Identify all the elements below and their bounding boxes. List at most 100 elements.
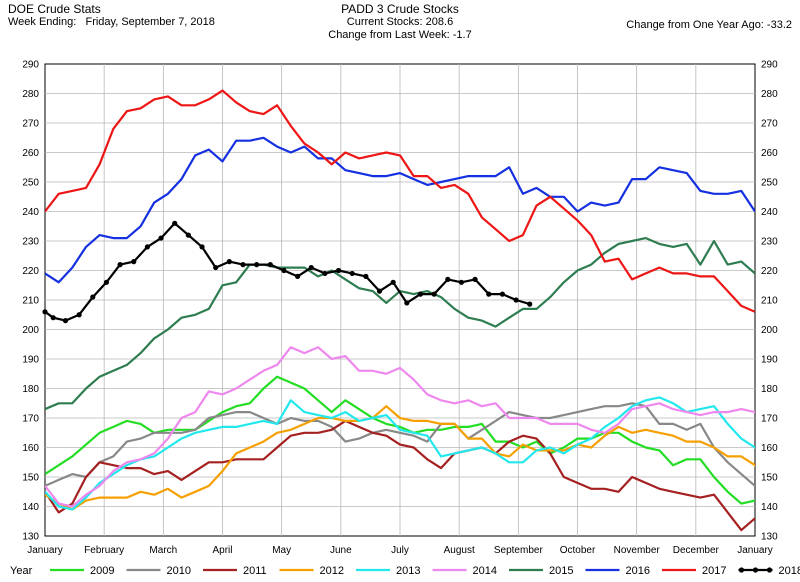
y-tick-label-right: 160 bbox=[761, 443, 778, 454]
y-tick-label-right: 150 bbox=[761, 473, 778, 484]
x-tick-label: February bbox=[84, 545, 124, 556]
y-tick-label-right: 250 bbox=[761, 178, 778, 189]
legend-label-2009: 2009 bbox=[90, 565, 114, 577]
x-tick-label: March bbox=[149, 545, 177, 556]
legend-label-2015: 2015 bbox=[549, 565, 573, 577]
series-point-2018 bbox=[308, 264, 314, 271]
series-point-2018 bbox=[322, 270, 328, 277]
series-line-2016 bbox=[45, 136, 755, 284]
series-point-2018 bbox=[363, 273, 369, 279]
series-point-2018 bbox=[458, 279, 465, 285]
y-tick-label-right: 290 bbox=[761, 60, 778, 71]
y-tick-label-right: 260 bbox=[761, 148, 778, 159]
x-tick-label: January bbox=[737, 545, 773, 556]
change-from-year-ago: Change from One Year Ago: -33.2 bbox=[626, 19, 792, 31]
week-value: Friday, September 7, 2018 bbox=[85, 16, 215, 28]
series-point-2018 bbox=[431, 291, 437, 297]
app-title: DOE Crude Stats bbox=[8, 2, 101, 16]
series-line-2011 bbox=[45, 419, 755, 532]
y-tick-label-left: 210 bbox=[22, 296, 39, 307]
y-tick-label-left: 130 bbox=[22, 532, 39, 543]
y-tick-label-right: 170 bbox=[761, 414, 778, 425]
y-tick-label-left: 160 bbox=[22, 443, 39, 454]
series-point-2018 bbox=[417, 291, 424, 297]
y-tick-label-left: 240 bbox=[22, 207, 39, 218]
series-point-2018 bbox=[185, 232, 191, 238]
x-tick-label: June bbox=[330, 545, 352, 556]
y-tick-label-right: 220 bbox=[761, 266, 778, 277]
series-point-2018 bbox=[76, 312, 82, 318]
legend-label-2018: 2018 bbox=[779, 565, 800, 577]
series-point-2018 bbox=[103, 279, 110, 285]
y-tick-label-left: 230 bbox=[22, 237, 39, 248]
y-tick-label-left: 290 bbox=[22, 60, 39, 71]
y-tick-label-left: 250 bbox=[22, 178, 39, 189]
series-line-2017 bbox=[45, 89, 755, 313]
series-point-2018 bbox=[117, 262, 123, 268]
series-point-2018 bbox=[131, 259, 137, 265]
y-tick-label-left: 220 bbox=[22, 266, 39, 277]
legend-label-2012: 2012 bbox=[320, 565, 344, 577]
series-point-2018 bbox=[158, 235, 164, 241]
y-tick-label-left: 270 bbox=[22, 119, 39, 130]
series-point-2018 bbox=[62, 318, 69, 324]
chart-title: PADD 3 Crude Stocks bbox=[341, 2, 459, 16]
series-point-2018 bbox=[90, 294, 96, 300]
series-point-2018 bbox=[144, 244, 151, 250]
series-point-2018 bbox=[390, 279, 396, 285]
y-tick-label-left: 180 bbox=[22, 384, 39, 395]
series-point-2018 bbox=[42, 309, 48, 315]
header-left: DOE Crude Stats Week Ending: Friday, Sep… bbox=[8, 3, 215, 29]
series-point-2018 bbox=[172, 220, 178, 226]
x-tick-label: October bbox=[560, 545, 596, 556]
y-tick-label-right: 190 bbox=[761, 355, 778, 366]
y-tick-label-left: 190 bbox=[22, 355, 39, 366]
series-point-2018 bbox=[527, 301, 533, 307]
legend-title: Year bbox=[10, 565, 33, 577]
series-point-2018 bbox=[50, 315, 56, 321]
series-point-2018 bbox=[254, 262, 260, 268]
x-tick-label: September bbox=[494, 545, 544, 556]
legend-label-2013: 2013 bbox=[396, 565, 420, 577]
x-tick-label: April bbox=[212, 545, 232, 556]
legend-label-2011: 2011 bbox=[243, 565, 267, 577]
y-tick-label-right: 230 bbox=[761, 237, 778, 248]
x-tick-label: December bbox=[673, 545, 720, 556]
x-tick-label: July bbox=[391, 545, 409, 556]
series-point-2018 bbox=[499, 291, 506, 297]
legend-marker-2018 bbox=[766, 567, 773, 573]
series-point-2018 bbox=[281, 267, 287, 274]
change-from-last-week: Change from Last Week: -1.7 bbox=[328, 29, 472, 41]
y-tick-label-left: 170 bbox=[22, 414, 39, 425]
y-tick-label-right: 180 bbox=[761, 384, 778, 395]
x-tick-label: November bbox=[614, 545, 661, 556]
series-point-2018 bbox=[335, 267, 342, 274]
current-stocks: Current Stocks: 208.6 bbox=[346, 16, 454, 28]
y-tick-label-left: 280 bbox=[22, 89, 39, 100]
series-point-2018 bbox=[294, 273, 301, 279]
y-tick-label-right: 140 bbox=[761, 502, 778, 513]
series-line-2014 bbox=[45, 346, 755, 508]
series-point-2018 bbox=[404, 300, 410, 306]
legend-label-2017: 2017 bbox=[702, 565, 726, 577]
y-tick-label-right: 200 bbox=[761, 325, 778, 336]
series-point-2018 bbox=[267, 262, 273, 268]
y-tick-label-left: 200 bbox=[22, 325, 39, 336]
series-point-2018 bbox=[486, 291, 492, 297]
series-point-2018 bbox=[376, 288, 383, 294]
series-point-2018 bbox=[349, 270, 355, 277]
series-point-2018 bbox=[199, 244, 205, 250]
series-line-2013 bbox=[45, 396, 755, 511]
legend-marker-2018 bbox=[738, 567, 745, 573]
x-tick-label: May bbox=[272, 545, 291, 556]
y-tick-label-right: 130 bbox=[761, 532, 778, 543]
series-point-2018 bbox=[445, 276, 451, 282]
header-center: PADD 3 Crude Stocks Current Stocks: 208.… bbox=[200, 3, 600, 42]
legend-marker-2018 bbox=[752, 567, 759, 573]
legend-label-2014: 2014 bbox=[473, 565, 497, 577]
x-tick-label: August bbox=[444, 545, 475, 556]
series-line-2010 bbox=[45, 402, 755, 488]
y-tick-label-right: 280 bbox=[761, 89, 778, 100]
y-tick-label-left: 260 bbox=[22, 148, 39, 159]
